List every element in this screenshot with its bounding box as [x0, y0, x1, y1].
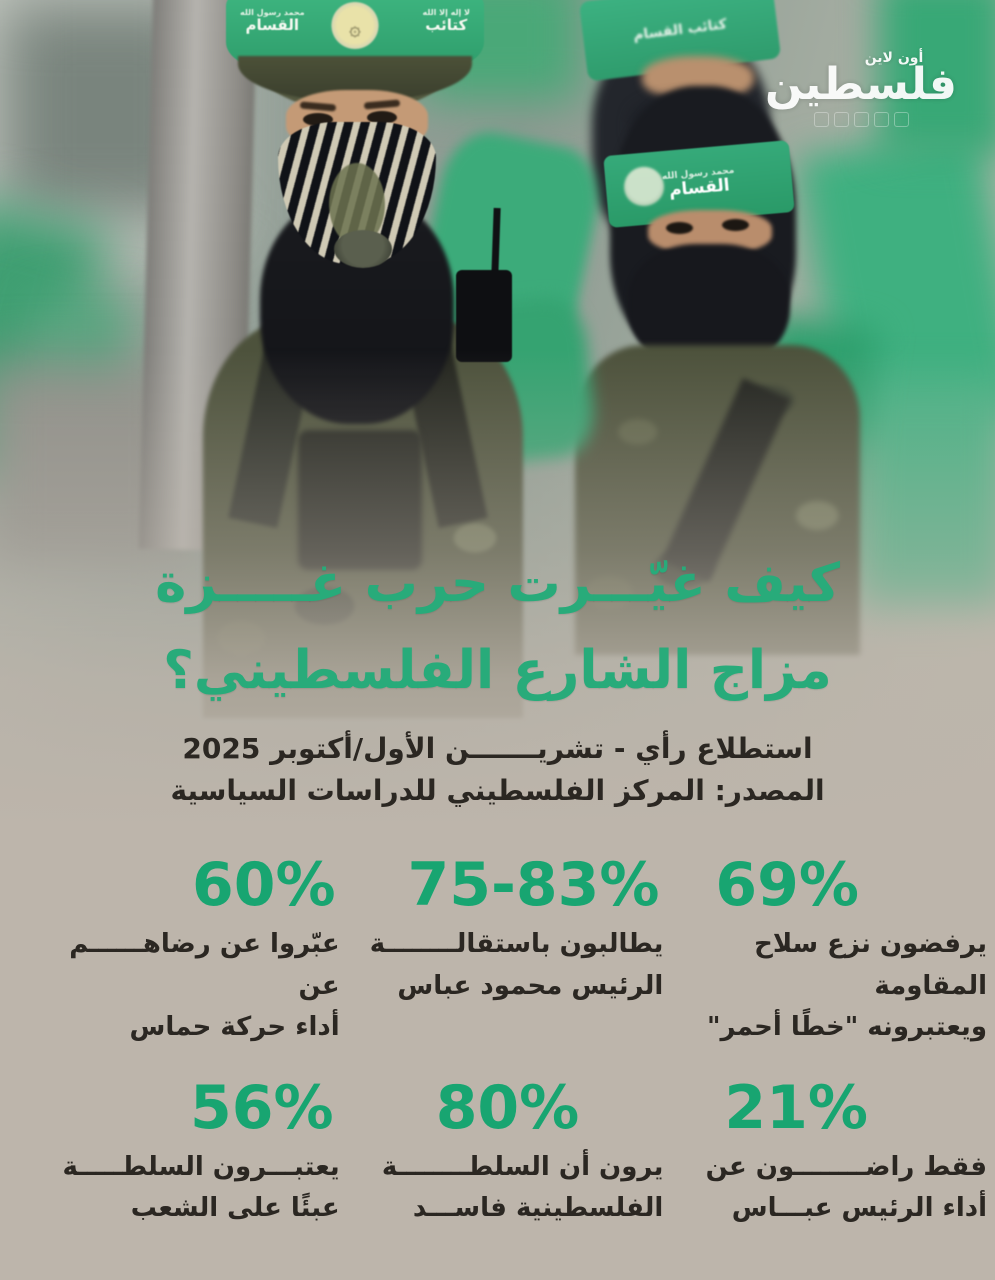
fighter1-eye — [367, 111, 397, 124]
stat-label: يطالبون باستقالــــــــة الرئيس محمود عب… — [369, 929, 664, 1001]
stat-value: 75-83% — [407, 850, 660, 921]
stat-label: يرون أن السلطــــــــة الفلسطينية فاســـ… — [381, 1151, 664, 1224]
stat-value: 69% — [715, 850, 859, 921]
social-icon — [813, 112, 829, 128]
helmet-band-text-small: لا إله إلا الله — [422, 8, 470, 17]
stat-label: فقط راضــــــــون عن أداء الرئيس عبـــاس — [705, 1151, 987, 1224]
stat-disarmament: 69% يرفضون نزع سلاح المقاومة ويعتبرونه "… — [675, 852, 987, 1049]
social-icon — [853, 112, 869, 128]
social-icon — [893, 112, 909, 128]
page-title: كيف غيّـــرت حرب غـــــزة مزاج الشارع ال… — [0, 540, 995, 715]
stat-value: 60% — [192, 850, 336, 921]
hero-photo: كتائب القسام محمد رسول الله القسام لا إل… — [0, 0, 995, 880]
poll-source: المصدر: المركز الفلسطيني للدراسات السياس… — [170, 774, 825, 808]
brand-name: فلسطين — [765, 59, 957, 110]
stat-pa-burden: 56% يعتبـــرون السلطـــــة عبئًا على الش… — [28, 1075, 340, 1230]
stat-abbas-satisfaction: 21% فقط راضــــــــون عن أداء الرئيس عبـ… — [675, 1075, 987, 1230]
helmet-band-text-small: محمد رسول الله — [240, 8, 305, 17]
stat-value: 21% — [724, 1072, 868, 1143]
social-icons-row — [765, 112, 957, 128]
brand-logo: أون لاين فلسطين — [765, 50, 957, 128]
content-area: كيف غيّـــرت حرب غـــــزة مزاج الشارع ال… — [0, 540, 995, 1230]
title-line-1: كيف غيّـــرت حرب غـــــزة — [155, 553, 840, 614]
qassam-emblem-icon: ۞ — [329, 2, 381, 54]
stats-grid: 69% يرفضون نزع سلاح المقاومة ويعتبرونه "… — [0, 852, 995, 1230]
stat-hamas-satisfaction: 60% عبّروا عن رضاهــــــم عن أداء حركة ح… — [28, 852, 340, 1049]
stat-pa-corruption: 80% يرون أن السلطــــــــة الفلسطينية فا… — [352, 1072, 664, 1230]
fighter2-eye — [666, 222, 693, 234]
title-line-2: مزاج الشارع الفلسطيني؟ — [163, 640, 832, 702]
stat-label: عبّروا عن رضاهــــــم عن أداء حركة حماس — [69, 929, 340, 1043]
fighter1-mask-valve — [334, 230, 392, 268]
fighter2-eye — [722, 219, 749, 231]
stat-value: 56% — [190, 1072, 334, 1143]
photo-fade-overlay — [0, 350, 995, 880]
social-icon — [833, 112, 849, 128]
stat-abbas-resignation: 75-83% يطالبون باستقالــــــــة الرئيس م… — [352, 852, 664, 1049]
radio-device — [456, 270, 512, 362]
brand-tagline: أون لاين — [864, 50, 924, 66]
helmet-band-text: القسام — [245, 16, 300, 35]
stat-value: 80% — [435, 1072, 580, 1143]
poll-subtitle: استطلاع رأي - تشريـــــــن الأول/أكتوبر … — [182, 731, 813, 765]
green-flag — [878, 0, 995, 155]
helmet-band-text: كتائب — [425, 16, 468, 35]
stat-label: يرفضون نزع سلاح المقاومة ويعتبرونه "خطًا… — [707, 929, 987, 1043]
stat-label: يعتبـــرون السلطـــــة عبئًا على الشعب — [62, 1151, 340, 1224]
social-icon — [873, 112, 889, 128]
